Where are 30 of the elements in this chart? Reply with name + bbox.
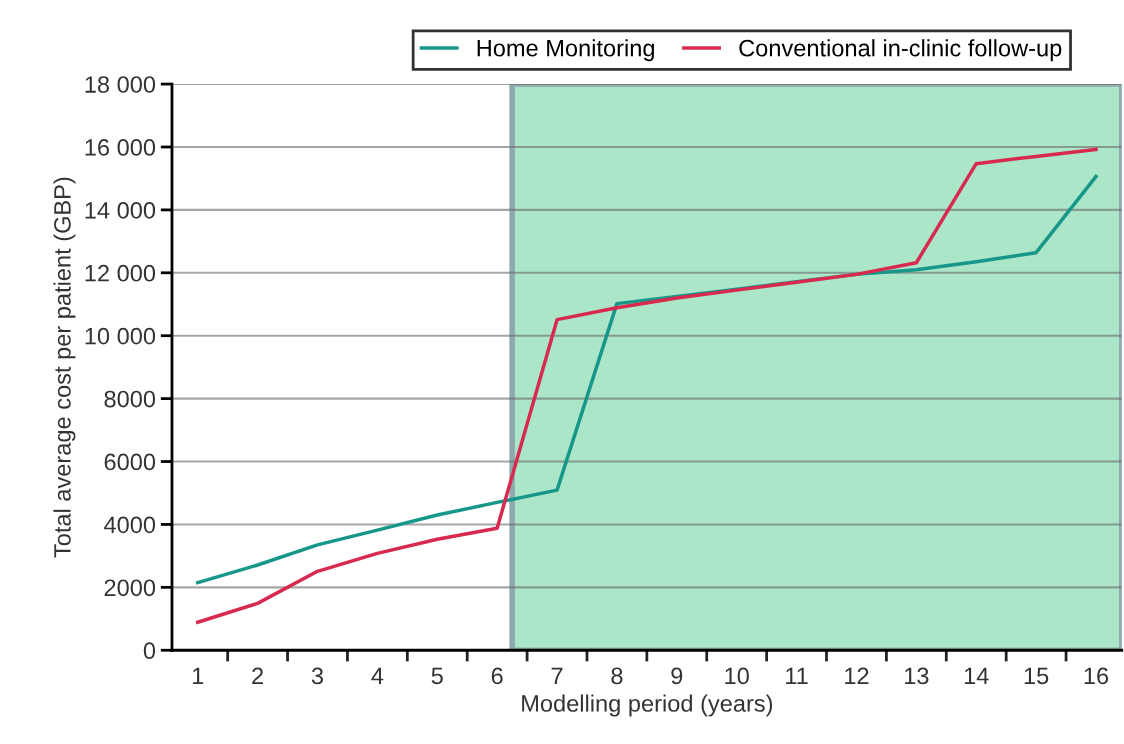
- x-tick-label: 15: [1024, 667, 1049, 685]
- y-tick-label: 2000: [104, 579, 156, 597]
- y-axis-title: Total average cost per patient (GBP): [53, 177, 76, 558]
- x-tick-label: 1: [192, 667, 204, 685]
- y-tick-label: 14 000: [85, 201, 156, 219]
- y-tick-label: 16 000: [85, 139, 156, 156]
- y-tick-label: 0: [143, 642, 156, 660]
- x-tick-label: 9: [671, 667, 683, 685]
- y-tick-label: 12 000: [85, 264, 156, 282]
- x-axis-title: Modelling period (years): [522, 694, 773, 717]
- x-tick-label: 5: [431, 667, 443, 685]
- legend-label: Conventional in-clinic follow-up: [739, 39, 1062, 62]
- x-tick-label: 11: [786, 667, 808, 685]
- x-tick-label: 4: [371, 667, 384, 685]
- y-tick-label: 8000: [104, 390, 156, 408]
- y-tick-label: 18 000: [85, 76, 156, 93]
- x-tick-label: 10: [725, 667, 749, 685]
- y-tick-label: 4000: [104, 516, 156, 534]
- x-tick-label: 14: [964, 667, 989, 685]
- x-tick-label: 2: [252, 667, 263, 685]
- x-tick-label: 12: [845, 667, 869, 685]
- x-tick-label: 7: [551, 667, 563, 685]
- x-tick-label: 6: [491, 667, 503, 685]
- y-tick-label: 10 000: [85, 327, 156, 345]
- x-tick-label: 16: [1084, 667, 1109, 685]
- x-tick-label: 8: [611, 667, 623, 685]
- x-tick-label: 13: [905, 667, 929, 685]
- x-tick-label: 3: [311, 667, 324, 685]
- y-tick-label: 6000: [104, 453, 156, 471]
- legend-label: Home Monitoring: [477, 39, 654, 62]
